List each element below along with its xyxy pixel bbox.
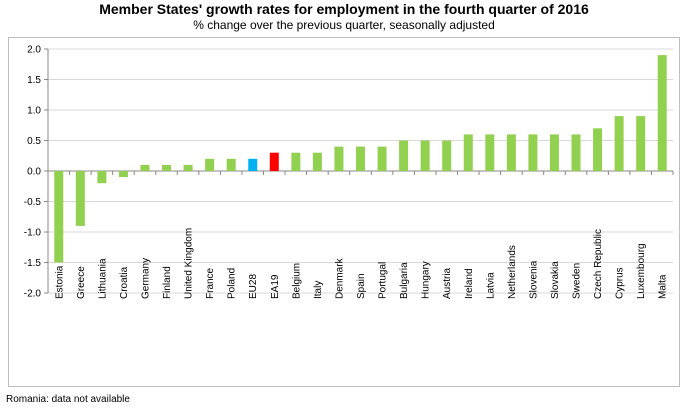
bar-latvia xyxy=(485,134,495,171)
y-tick-label: 2.0 xyxy=(27,45,41,56)
x-tick-label: Spain xyxy=(356,273,367,299)
x-tick-label: Finland xyxy=(162,266,173,299)
y-tick-label: -1.5 xyxy=(24,258,42,269)
x-tick-label: Italy xyxy=(313,281,324,299)
bar-hungary xyxy=(420,140,430,171)
bar-poland xyxy=(226,158,236,171)
x-tick-label: Malta xyxy=(658,274,669,299)
x-tick-label: Cyprus xyxy=(615,267,626,299)
chart-frame xyxy=(8,37,680,387)
x-tick-label: Poland xyxy=(227,268,238,299)
x-tick-label: Greece xyxy=(76,266,87,299)
x-tick-label: Estonia xyxy=(54,265,65,299)
bar-united-kingdom xyxy=(183,164,193,171)
x-tick-label: Latvia xyxy=(485,272,496,299)
bar-bulgaria xyxy=(399,140,409,171)
bar-czech-republic xyxy=(593,128,603,171)
y-tick-label: 0.5 xyxy=(27,136,41,147)
bar-sweden xyxy=(571,134,581,171)
bar-cyprus xyxy=(614,116,624,171)
bar-ireland xyxy=(463,134,473,171)
x-tick-label: Slovakia xyxy=(550,261,561,299)
bar-germany xyxy=(140,164,150,171)
bar-malta xyxy=(657,55,667,171)
x-tick-label: Portugal xyxy=(378,262,389,299)
y-tick-label: 1.0 xyxy=(27,106,41,117)
bar-estonia xyxy=(54,171,64,263)
x-tick-label: Lithuania xyxy=(97,258,108,299)
x-tick-label: Hungary xyxy=(421,261,432,299)
y-tick-label: -0.5 xyxy=(24,197,42,208)
x-tick-label: EA19 xyxy=(270,274,281,299)
x-tick-label: United Kingdom xyxy=(184,228,195,299)
bar-austria xyxy=(442,140,452,171)
x-tick-label: Denmark xyxy=(334,257,345,299)
x-tick-label: Slovenia xyxy=(528,260,539,299)
bar-slovenia xyxy=(528,134,538,171)
bar-belgium xyxy=(291,152,301,171)
bar-luxembourg xyxy=(636,116,646,171)
bar-france xyxy=(205,158,215,171)
y-tick-label: 1.5 xyxy=(27,75,41,86)
bar-slovakia xyxy=(549,134,559,171)
x-tick-label: Ireland xyxy=(464,268,475,299)
chart-subtitle: % change over the previous quarter, seas… xyxy=(193,18,495,32)
bar-lithuania xyxy=(97,171,107,184)
x-tick-label: Luxembourg xyxy=(636,243,647,299)
x-tick-label: Germany xyxy=(140,258,151,299)
bar-eu28 xyxy=(248,158,258,171)
bar-finland xyxy=(162,164,172,171)
x-tick-label: France xyxy=(205,267,216,299)
y-tick-label: 0.0 xyxy=(27,167,41,178)
bar-ea19 xyxy=(269,152,279,171)
bar-netherlands xyxy=(506,134,516,171)
y-tick-label: -1.0 xyxy=(24,228,42,239)
x-tick-label: EU28 xyxy=(248,274,259,299)
bar-spain xyxy=(356,146,365,171)
x-tick-label: Sweden xyxy=(572,263,583,299)
x-tick-label: Belgium xyxy=(291,263,302,299)
x-tick-label: Croatia xyxy=(119,266,130,299)
chart-title: Member States' growth rates for employme… xyxy=(99,1,589,17)
bar-italy xyxy=(312,152,322,171)
bar-greece xyxy=(75,171,85,226)
x-tick-label: Bulgaria xyxy=(399,262,410,299)
x-tick-label: Netherlands xyxy=(507,245,518,299)
footnote: Romania: data not available xyxy=(6,394,130,405)
bar-croatia xyxy=(118,171,128,178)
y-tick-label: -2.0 xyxy=(24,289,42,300)
bar-denmark xyxy=(334,146,344,171)
x-tick-label: Czech Republic xyxy=(593,229,604,299)
x-tick-label: Austria xyxy=(442,267,453,299)
bar-portugal xyxy=(377,146,387,171)
